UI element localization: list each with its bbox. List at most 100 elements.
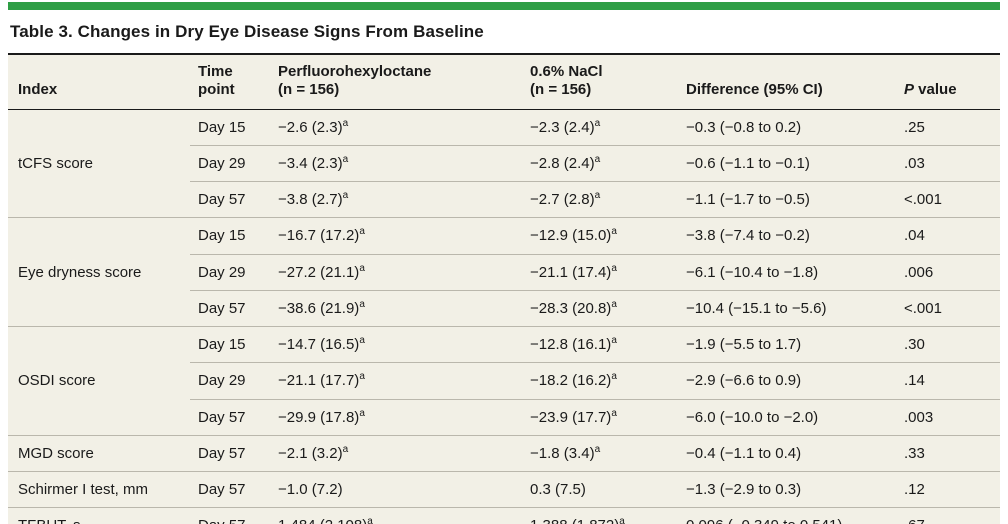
col-header-index: Index [8,54,190,110]
table-row: TFBUT, s Day 57 1.484 (2.108)a 1.388 (1.… [8,507,1000,524]
difference-cell: −0.4 (−1.1 to 0.4) [686,434,904,472]
footnote-marker: a [359,407,365,419]
timepoint-cell: Day 57 [190,471,278,508]
drug-value-cell: −1.0 (7.2) [278,471,530,508]
timepoint-cell: Day 57 [190,507,278,524]
p-value-cell: .33 [904,434,1000,472]
table-row: Schirmer I test, mm Day 57 −1.0 (7.2) 0.… [8,471,1000,508]
footnote-marker: a [619,516,625,524]
p-value-cell: .006 [904,253,1000,291]
nacl-value-cell: −23.9 (17.7)a [530,398,686,436]
nacl-value-cell: −1.8 (3.4)a [530,434,686,472]
table-row: Day 57 −3.8 (2.7)a −2.7 (2.8)a −1.1 (−1.… [8,181,1000,218]
timepoint-cell: Day 15 [190,217,278,255]
footnote-marker: a [611,262,617,274]
footnote-marker: a [342,443,349,455]
index-cell: Schirmer I test, mm [8,471,190,508]
table-row: OSDI score Day 15 −14.7 (16.5)a −12.8 (1… [8,326,1000,436]
footnote-marker: a [342,117,349,129]
p-value-cell: .003 [904,398,1000,436]
drug-value-cell: −3.4 (2.3)a [278,144,530,182]
drug-value-cell: −16.7 (17.2)a [278,217,530,255]
p-value-cell: .67 [904,507,1000,524]
timepoint-cell: Day 57 [190,289,278,327]
timepoint-cell: Day 29 [190,253,278,291]
timepoint-cell: Day 15 [190,326,278,363]
p-value-cell: <.001 [904,181,1000,218]
difference-cell: −0.3 (−0.8 to 0.2) [686,118,802,136]
table-row: Day 29 −21.1 (17.7)a −18.2 (16.2)a −2.9 … [8,362,1000,400]
p-value-cell: .12 [904,471,1000,508]
footnote-marker: a [594,153,601,165]
col-header-perfluorohexyloctane: Perfluorohexyloctane (n = 156) [278,54,530,110]
difference-cell: −6.1 (−10.4 to −1.8) [686,253,904,291]
p-value-cell: .03 [904,144,1000,182]
drug-value-cell: −38.6 (21.9)a [278,289,530,327]
nacl-value-cell: −21.1 (17.4)a [530,253,686,291]
nacl-value-cell: 1.388 (1.872)a [530,507,686,524]
timepoint-cell: Day 57 [190,181,278,218]
p-value-italic: P [904,81,915,99]
table-row: Eye dryness score Day 15 −16.7 (17.2)a −… [8,217,1000,327]
footnote-marker: a [359,298,365,310]
drug-value-cell: −21.1 (17.7)a [278,362,530,400]
drug-value-cell: −14.7 (16.5)a [278,326,530,363]
footnote-marker: a [359,226,365,238]
difference-cell: −0.6 (−1.1 to −0.1) [686,144,904,182]
table-row: tCFS score Day 15 −2.6 (2.3)a −2.3 (2.4)… [8,109,1000,172]
col-header-p-value: P value [904,54,1000,110]
table-row: Day 29 −3.4 (2.3)a −2.8 (2.4)a −0.6 (−1.… [8,144,1000,182]
nacl-value-cell: −12.9 (15.0)a [530,217,686,255]
timepoint-cell: Day 15 [198,118,246,136]
drug-value-cell: −3.8 (2.7)a [278,181,530,218]
footnote-marker: a [359,371,365,383]
nacl-value-cell: −2.7 (2.8)a [530,181,686,218]
nacl-value-cell: −2.8 (2.4)a [530,144,686,182]
p-value-rest: value [914,81,957,99]
difference-cell: 0.096 (−0.349 to 0.541) [686,507,904,524]
p-value-cell: <.001 [904,289,1000,327]
difference-cell: −1.1 (−1.7 to −0.5) [686,181,904,218]
footnote-marker: a [342,153,349,165]
table-row: MGD score Day 57 −2.1 (3.2)a −1.8 (3.4)a… [8,434,1000,472]
table-title: Table 3. Changes in Dry Eye Disease Sign… [10,22,484,41]
p-value-cell: .25 [904,118,925,136]
timepoint-cell: Day 29 [190,144,278,182]
nacl-value-cell: −28.3 (20.8)a [530,289,686,327]
table-accent-bar [8,2,1000,10]
footnote-marker: a [594,117,601,129]
footnote-marker: a [611,335,617,347]
p-value-cell: .04 [904,217,1000,255]
nacl-value-cell: −12.8 (16.1)a [530,326,686,363]
drug-value-cell: −27.2 (21.1)a [278,253,530,291]
drug-value-cell: −2.6 (2.3)a [278,117,349,136]
footnote-marker: a [359,262,365,274]
footnote-marker: a [611,371,617,383]
difference-cell: −3.8 (−7.4 to −0.2) [686,217,904,255]
drug-value-cell: 1.484 (2.108)a [278,507,530,524]
footnote-marker: a [342,190,349,202]
table-row: Day 29 −27.2 (21.1)a −21.1 (17.4)a −6.1 … [8,253,1000,291]
p-value-cell: .30 [904,326,1000,363]
p-value-cell: .14 [904,362,1000,400]
index-cell: tCFS score [18,154,94,172]
footnote-marker: a [594,190,601,202]
timepoint-cell: Day 57 [190,434,278,472]
index-cell: Eye dryness score [8,217,190,327]
difference-cell: −1.3 (−2.9 to 0.3) [686,471,904,508]
footnote-marker: a [367,516,373,524]
difference-cell: −1.9 (−5.5 to 1.7) [686,326,904,363]
dry-eye-signs-table: Index Time point Perfluorohexyloctane (n… [8,53,1000,524]
col-header-time-point: Time point [190,54,278,110]
col-header-difference: Difference (95% CI) [686,54,904,110]
col-header-nacl: 0.6% NaCl (n = 156) [530,54,686,110]
footnote-marker: a [611,298,617,310]
footnote-marker: a [359,335,365,347]
nacl-value-cell: −2.3 (2.4)a [530,117,601,136]
footnote-marker: a [611,226,617,238]
difference-cell: −10.4 (−15.1 to −5.6) [686,289,904,327]
footnote-marker: a [594,443,601,455]
index-cell: MGD score [8,434,190,472]
timepoint-cell: Day 29 [190,362,278,400]
